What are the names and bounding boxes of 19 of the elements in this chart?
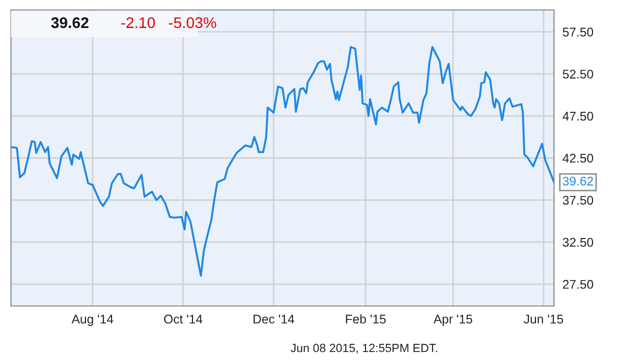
x-tick-label: Dec '14 (254, 314, 294, 324)
annotation: 39.62 (562, 176, 593, 186)
x-tick-label: Jun '15 (524, 314, 564, 324)
y-tick-label: 32.50 (562, 238, 594, 247)
x-tick-label: Feb '15 (346, 314, 386, 324)
annotation: -5.03% (168, 17, 216, 28)
text: Jun 08 2015, 12:55PM EDT. (290, 344, 438, 354)
y-tick-label: 42.50 (562, 154, 594, 163)
y-tick-label: 37.50 (562, 196, 594, 205)
line-series (11, 46, 554, 277)
x-tick-label: Apr '15 (434, 314, 472, 326)
annotation: -2.10 (121, 17, 155, 28)
y-tick-label: 57.50 (562, 28, 594, 37)
x-tick-label: Oct '14 (164, 314, 202, 324)
y-tick-label: 47.50 (562, 112, 594, 121)
y-tick-label: 27.50 (562, 280, 594, 289)
y-tick-label: 52.50 (562, 70, 594, 79)
annotation: 39.62 (51, 17, 88, 28)
x-tick-label: Aug '14 (72, 314, 114, 326)
